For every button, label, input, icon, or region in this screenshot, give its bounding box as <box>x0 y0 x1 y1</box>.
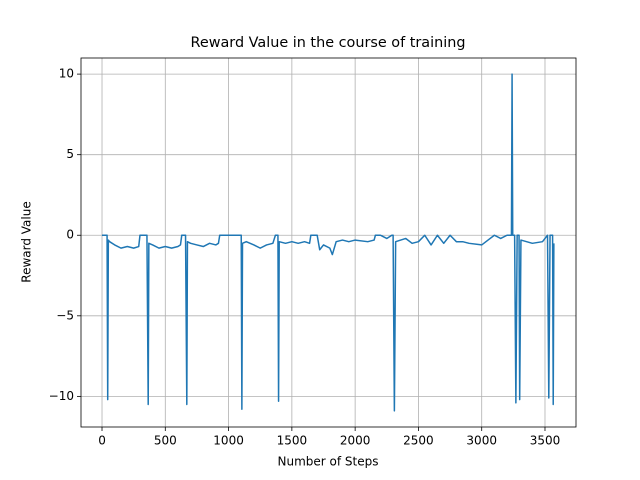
plot-frame <box>80 57 577 428</box>
chart-title: Reward Value in the course of training <box>190 35 465 51</box>
y-tick-label: 5 <box>66 147 74 161</box>
x-tick-label: 0 <box>98 434 106 448</box>
x-tick-label: 1000 <box>213 434 244 448</box>
x-tick-label: 2500 <box>403 434 434 448</box>
x-tick-label: 1500 <box>277 434 308 448</box>
x-tick-label: 500 <box>154 434 177 448</box>
x-axis-label: Number of Steps <box>278 455 379 469</box>
x-tick-label: 3500 <box>530 434 561 448</box>
y-tick-label: 0 <box>66 228 74 242</box>
y-tick-label: −10 <box>49 389 74 403</box>
data-line <box>102 73 555 412</box>
y-tick-label: −5 <box>56 308 74 322</box>
y-tick-label: 10 <box>59 67 74 81</box>
x-tick-label: 2000 <box>340 434 371 448</box>
y-axis-label: Reward Value <box>20 201 34 282</box>
x-tick-label: 3000 <box>466 434 497 448</box>
